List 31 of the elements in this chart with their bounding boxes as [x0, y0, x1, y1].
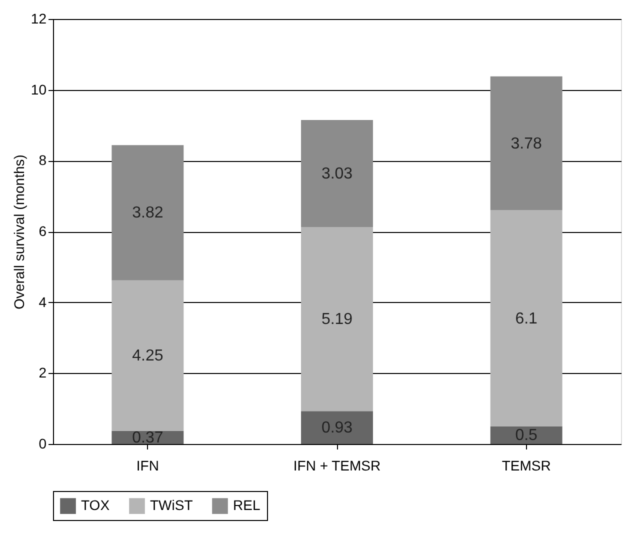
data-label: 0.93 — [321, 420, 353, 437]
bar — [301, 227, 373, 412]
legend-label: TWiST — [150, 497, 194, 514]
legend-label: TOX — [81, 497, 110, 514]
legend-label: REL — [233, 497, 260, 514]
y-axis-title: Overall survival (months) — [10, 154, 27, 310]
bar — [301, 120, 373, 228]
y-tick-label: 0 — [38, 436, 47, 452]
x-tick-label: IFN + TEMSR — [293, 458, 381, 474]
data-label: 5.19 — [321, 311, 353, 328]
data-label: 3.78 — [510, 135, 542, 152]
y-tick-label: 8 — [38, 152, 47, 168]
bar — [490, 210, 562, 426]
bar — [112, 145, 184, 280]
x-tick-label: TEMSR — [502, 458, 551, 474]
data-label: 3.03 — [321, 166, 353, 183]
y-tick-label: 6 — [38, 223, 47, 239]
data-label: 4.25 — [132, 348, 164, 365]
bar — [112, 280, 184, 431]
y-tick-label: 10 — [30, 81, 47, 98]
x-tick-label: IFN — [136, 458, 159, 474]
bar — [490, 426, 562, 444]
data-label: 0.5 — [515, 427, 538, 444]
y-tick-label: 2 — [38, 364, 47, 381]
bar — [301, 411, 373, 444]
y-tick-label: 12 — [30, 10, 47, 26]
data-label: 6.1 — [515, 310, 538, 328]
bar — [490, 76, 562, 210]
data-label: 0.37 — [132, 429, 164, 446]
data-label: 3.82 — [132, 204, 164, 222]
y-tick-label: 4 — [38, 294, 47, 310]
